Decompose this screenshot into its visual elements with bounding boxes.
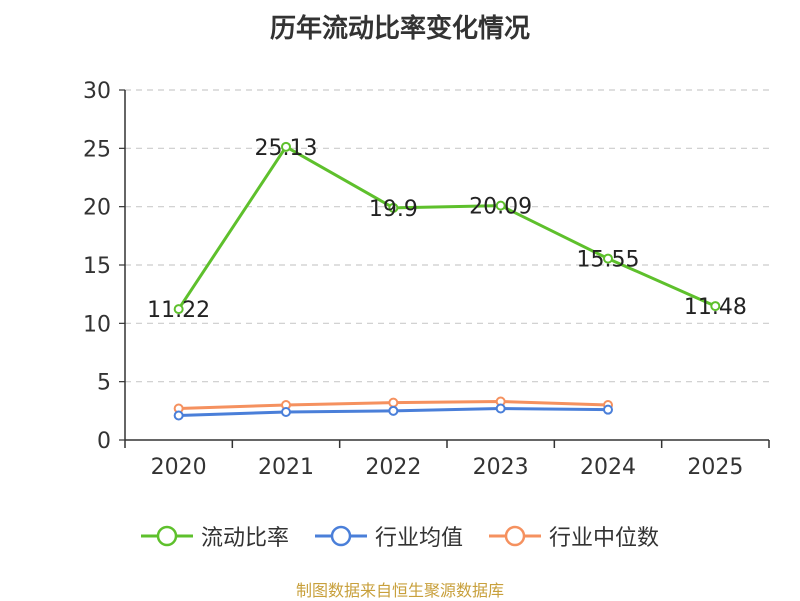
- x-tick-label-2024: 2024: [580, 455, 636, 480]
- data-label-2020: 11.22: [147, 298, 210, 323]
- data-point-0-2020: [173, 304, 184, 315]
- y-tick-label-0: 0: [97, 429, 111, 454]
- x-tick-label-2025: 2025: [687, 455, 743, 480]
- legend-item-1[interactable]: 行业均值: [314, 520, 463, 552]
- series-lines: [173, 141, 721, 421]
- data-point-1-2021: [281, 407, 291, 417]
- data-label-2023: 20.09: [469, 195, 532, 220]
- legend-swatch-icon: [489, 525, 541, 547]
- data-point-1-2020: [173, 410, 184, 421]
- data-point-0-2023: [495, 200, 506, 211]
- data-source-note: 制图数据来自恒生聚源数据库: [295, 581, 504, 600]
- legend-item-2[interactable]: 行业中位数: [489, 520, 659, 552]
- data-label-2022: 19.9: [369, 197, 418, 222]
- data-label-2021: 25.13: [255, 136, 318, 161]
- data-label-2024: 15.55: [577, 248, 640, 273]
- y-tick-label-5: 5: [97, 371, 111, 396]
- data-point-1-2024: [603, 404, 613, 415]
- legend-swatch-icon: [140, 525, 193, 547]
- legend-label: 行业均值: [374, 526, 463, 551]
- data-point-0-2025: [710, 301, 721, 312]
- x-tick-label-2022: 2022: [365, 455, 421, 480]
- legend-label: 流动比率: [200, 526, 289, 551]
- y-tick-label-15: 15: [83, 254, 111, 279]
- data-point-0-2021: [281, 141, 291, 152]
- y-tick-label-10: 10: [83, 312, 111, 337]
- legend-swatch-icon: [314, 525, 367, 547]
- series-line-0: [177, 145, 716, 310]
- grid-lines: [125, 89, 769, 383]
- y-tick-label-20: 20: [83, 196, 111, 221]
- x-tick-label-2020: 2020: [151, 455, 207, 480]
- legend-item-0[interactable]: 流动比率: [140, 520, 289, 552]
- data-point-1-2022: [388, 405, 399, 416]
- data-point-1-2023: [495, 403, 506, 414]
- x-tick-label-2023: 2023: [473, 455, 529, 480]
- data-labels: 11.22 25.13 19.9 20.09 15.55 11.48: [147, 136, 747, 323]
- data-point-0-2022: [388, 202, 399, 213]
- chart-title: 历年流动比率变化情况: [269, 14, 530, 44]
- data-label-2025: 11.48: [684, 295, 747, 320]
- y-tick-label-30: 30: [83, 79, 111, 104]
- data-point-2-2022: [388, 397, 399, 408]
- chart-legend[interactable]: 流动比率 行业均值 行业中位数: [0, 518, 800, 554]
- data-point-0-2024: [603, 253, 613, 264]
- legend-label: 行业中位数: [549, 526, 660, 551]
- y-tick-label-25: 25: [83, 137, 111, 162]
- x-tick-label-2021: 2021: [258, 455, 314, 480]
